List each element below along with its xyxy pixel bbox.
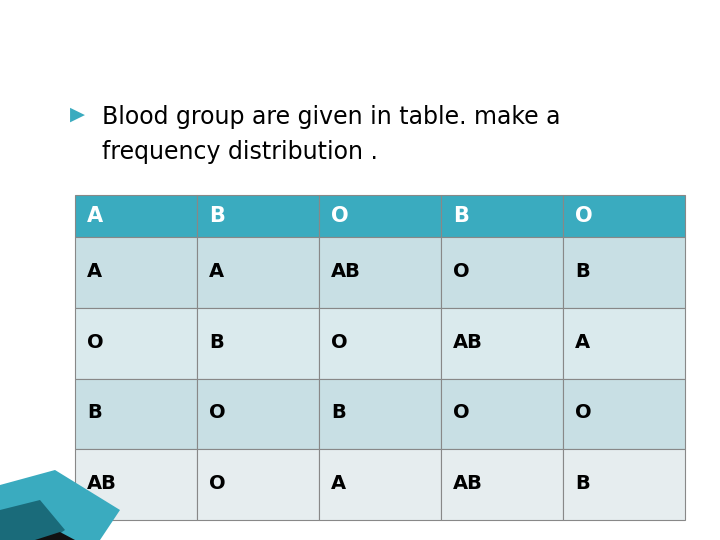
Text: B: B <box>575 262 590 281</box>
Text: A: A <box>87 262 102 281</box>
Bar <box>319 308 441 379</box>
Text: A: A <box>209 262 224 281</box>
Text: AB: AB <box>453 474 483 493</box>
Bar <box>197 449 319 520</box>
Bar <box>197 379 319 449</box>
Polygon shape <box>35 532 75 540</box>
Bar <box>197 308 319 379</box>
Polygon shape <box>0 500 65 540</box>
Bar <box>319 195 441 237</box>
Bar <box>75 308 197 379</box>
Polygon shape <box>0 470 120 540</box>
Text: O: O <box>575 403 592 422</box>
Bar <box>441 449 563 520</box>
Bar <box>563 195 685 237</box>
Text: AB: AB <box>331 262 361 281</box>
Bar <box>319 449 441 520</box>
Bar <box>319 237 441 308</box>
Bar <box>441 379 563 449</box>
Bar <box>75 449 197 520</box>
Text: AB: AB <box>87 474 117 493</box>
Bar <box>75 379 197 449</box>
Text: ▶: ▶ <box>70 105 85 124</box>
Text: O: O <box>575 206 593 226</box>
Text: O: O <box>331 206 348 226</box>
Text: O: O <box>331 333 348 352</box>
Bar <box>563 449 685 520</box>
Text: A: A <box>331 474 346 493</box>
Text: A: A <box>87 206 103 226</box>
Text: frequency distribution .: frequency distribution . <box>102 140 378 164</box>
Text: B: B <box>209 333 224 352</box>
Text: O: O <box>209 474 225 493</box>
Bar <box>197 237 319 308</box>
Bar <box>75 195 197 237</box>
Bar <box>197 195 319 237</box>
Text: Blood group are given in table. make a: Blood group are given in table. make a <box>102 105 560 129</box>
Text: O: O <box>453 262 469 281</box>
Text: B: B <box>209 206 225 226</box>
Bar <box>75 237 197 308</box>
Text: B: B <box>575 474 590 493</box>
Text: B: B <box>87 403 102 422</box>
Bar <box>441 237 563 308</box>
Bar <box>319 379 441 449</box>
Bar <box>563 379 685 449</box>
Bar <box>441 308 563 379</box>
Text: B: B <box>453 206 469 226</box>
Bar <box>441 195 563 237</box>
Text: AB: AB <box>453 333 483 352</box>
Text: O: O <box>209 403 225 422</box>
Text: O: O <box>453 403 469 422</box>
Bar <box>563 308 685 379</box>
Bar <box>563 237 685 308</box>
Text: A: A <box>575 333 590 352</box>
Text: O: O <box>87 333 104 352</box>
Text: B: B <box>331 403 346 422</box>
